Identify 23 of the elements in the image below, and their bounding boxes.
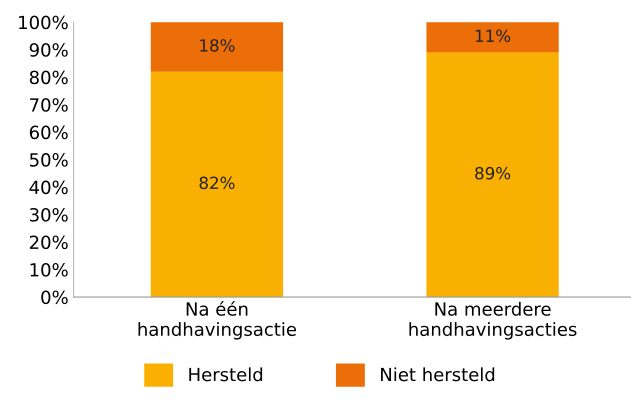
- bar: [150, 72, 284, 298]
- y-tick-label: 80%: [30, 70, 68, 84]
- y-tick-label: 0%: [41, 290, 68, 304]
- data-label: 89%: [475, 166, 510, 180]
- y-tick-label: 100%: [19, 16, 68, 30]
- bar: [426, 22, 559, 52]
- y-tick-label: 90%: [30, 43, 68, 57]
- legend-label: Niet hersteld: [381, 367, 494, 382]
- legend-label: Hersteld: [189, 367, 262, 382]
- y-tick-label: 60%: [30, 126, 68, 140]
- y-tick-label: 50%: [30, 153, 68, 167]
- y-tick-label: 20%: [30, 236, 68, 250]
- x-tick-label: Na meerdere handhavingsacties: [409, 302, 576, 340]
- data-label: 18%: [200, 39, 235, 52]
- y-tick-label: 70%: [30, 98, 68, 112]
- y-tick-label: 40%: [29, 180, 68, 194]
- bar: [426, 52, 559, 298]
- y-tick-label: 10%: [30, 262, 68, 277]
- y-tick-label: 30%: [30, 208, 68, 222]
- data-label: 82%: [200, 176, 235, 190]
- data-label: 11%: [476, 30, 510, 42]
- x-tick-label: Na één handhavingsactie: [138, 301, 296, 340]
- bar: [150, 22, 284, 72]
